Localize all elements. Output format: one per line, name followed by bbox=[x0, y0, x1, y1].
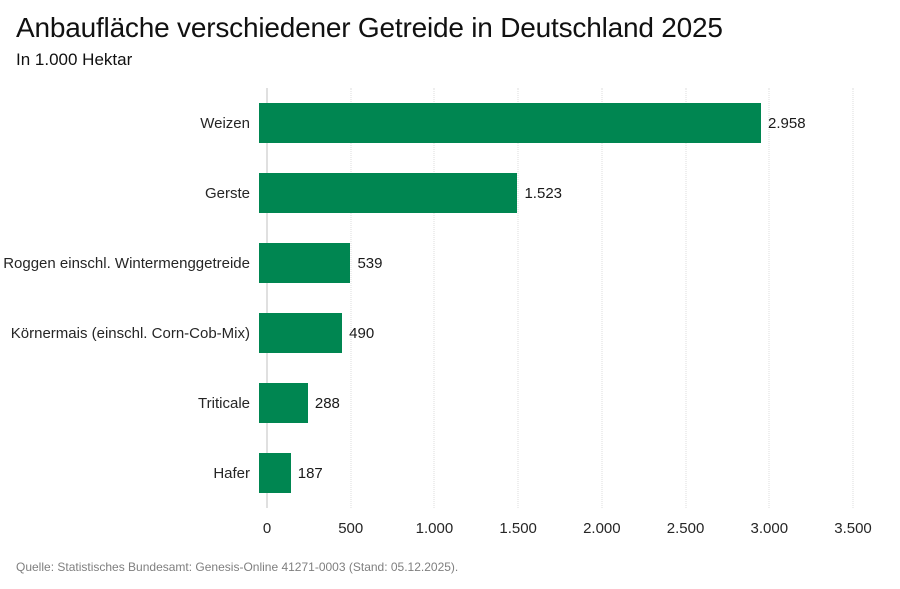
x-tick-label: 2.000 bbox=[583, 520, 621, 537]
chart-row: Körnermais (einschl. Corn-Cob-Mix) 490 bbox=[0, 298, 900, 368]
category-label: Weizen bbox=[200, 114, 250, 132]
value-label: 2.958 bbox=[768, 114, 806, 132]
chart-rows: Weizen 2.958 Gerste 1.523 Roggen einschl. Wi… bbox=[0, 88, 900, 508]
bar bbox=[259, 453, 291, 493]
bar-track: 288 bbox=[259, 383, 853, 423]
chart-row: Roggen einschl. Wintermenggetreide 539 bbox=[0, 228, 900, 298]
x-tick-label: 1.500 bbox=[499, 520, 537, 537]
chart-row: Weizen 2.958 bbox=[0, 88, 900, 158]
bar-track: 187 bbox=[259, 453, 853, 493]
bar-track: 2.958 bbox=[259, 103, 853, 143]
bar-track: 490 bbox=[259, 313, 853, 353]
bar-track: 539 bbox=[259, 243, 853, 283]
chart-row: Triticale 288 bbox=[0, 368, 900, 438]
bar bbox=[259, 173, 518, 213]
category-label: Hafer bbox=[213, 464, 250, 482]
value-label: 288 bbox=[314, 394, 340, 412]
value-label: 187 bbox=[297, 464, 323, 482]
x-axis: 0 500 1.000 1.500 2.000 2.500 3.000 3.500 bbox=[263, 520, 872, 540]
source-note: Quelle: Statistisches Bundesamt: Genesis… bbox=[16, 560, 459, 574]
bar-track: 1.523 bbox=[259, 173, 853, 213]
x-tick-label: 3.500 bbox=[834, 520, 872, 537]
value-label: 490 bbox=[349, 324, 375, 342]
x-tick-label: 1.000 bbox=[415, 520, 454, 537]
x-tick-label: 0 bbox=[262, 520, 272, 537]
x-tick-label: 3.000 bbox=[750, 520, 789, 537]
category-label: Roggen einschl. Wintermenggetreide bbox=[3, 254, 250, 272]
bar bbox=[259, 243, 351, 283]
chart-row: Gerste 1.523 bbox=[0, 158, 900, 228]
bar-chart: Weizen 2.958 Gerste 1.523 Roggen einschl. Wi… bbox=[0, 88, 900, 508]
x-tick-label: 2.500 bbox=[666, 520, 705, 537]
chart-title: Anbaufläche verschiedener Getreide in De… bbox=[16, 12, 723, 43]
bar bbox=[259, 383, 308, 423]
bar bbox=[259, 103, 761, 143]
chart-row: Hafer 187 bbox=[0, 438, 900, 508]
x-tick-label: 500 bbox=[338, 520, 364, 537]
category-label: Körnermais (einschl. Corn-Cob-Mix) bbox=[10, 324, 250, 342]
value-label: 1.523 bbox=[524, 184, 563, 202]
value-label: 539 bbox=[357, 254, 383, 272]
bar bbox=[259, 313, 343, 353]
chart-subtitle: In 1.000 Hektar bbox=[16, 50, 133, 69]
category-label: Gerste bbox=[204, 184, 250, 202]
category-label: Triticale bbox=[198, 394, 250, 412]
